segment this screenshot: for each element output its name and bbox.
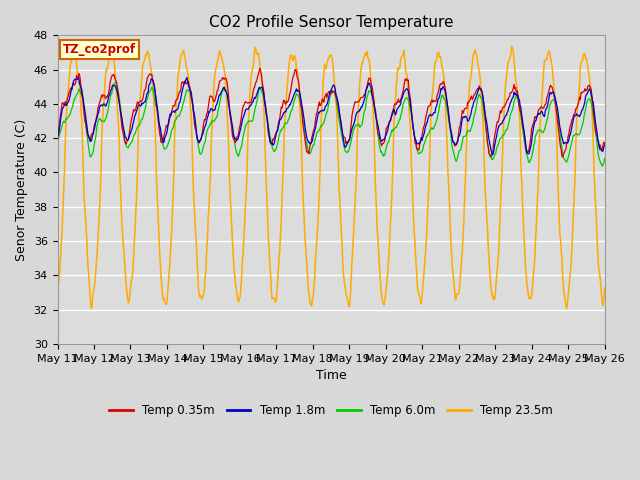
Text: TZ_co2prof: TZ_co2prof bbox=[63, 43, 136, 56]
Legend: Temp 0.35m, Temp 1.8m, Temp 6.0m, Temp 23.5m: Temp 0.35m, Temp 1.8m, Temp 6.0m, Temp 2… bbox=[104, 399, 557, 421]
X-axis label: Time: Time bbox=[316, 369, 346, 382]
Y-axis label: Senor Temperature (C): Senor Temperature (C) bbox=[15, 119, 28, 261]
Title: CO2 Profile Sensor Temperature: CO2 Profile Sensor Temperature bbox=[209, 15, 453, 30]
